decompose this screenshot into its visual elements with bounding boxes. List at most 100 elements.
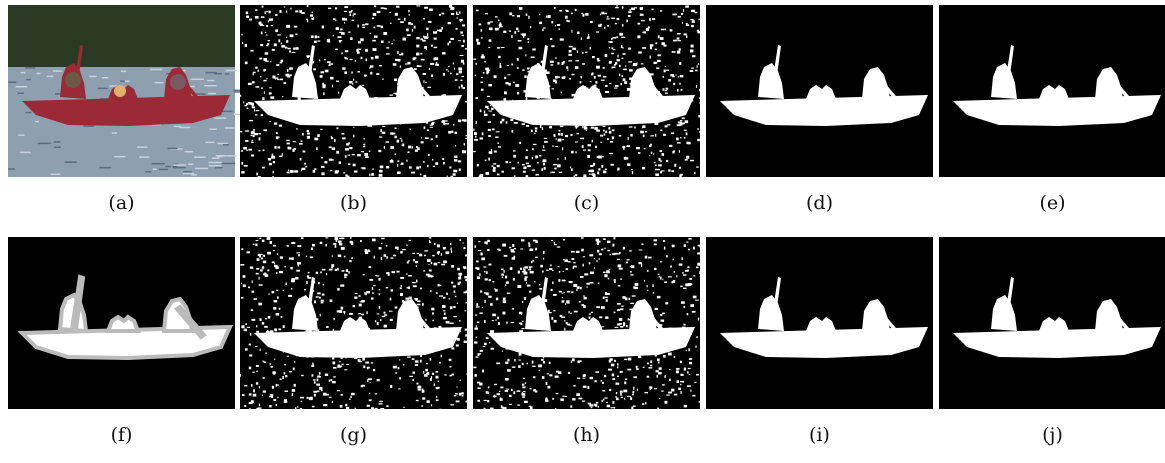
noise (388, 310, 393, 312)
noise (661, 384, 665, 386)
noise (426, 27, 429, 30)
noise (690, 389, 692, 392)
noise (344, 50, 349, 53)
noise (261, 266, 265, 269)
noise (488, 263, 492, 266)
noise (668, 276, 672, 278)
noise (315, 271, 319, 274)
noise (314, 40, 317, 43)
ripple (204, 84, 217, 87)
noise (433, 383, 435, 386)
noise (448, 5, 453, 8)
caption: (j) (1042, 424, 1063, 446)
noise (366, 366, 370, 369)
ripple (234, 91, 245, 93)
noise (593, 257, 595, 260)
noise (363, 143, 366, 146)
noise (568, 53, 573, 56)
noise (408, 275, 412, 277)
noise (568, 49, 572, 53)
noise (500, 268, 504, 271)
noise (390, 22, 392, 24)
noise (642, 366, 645, 368)
noise (623, 389, 628, 393)
noise (345, 269, 349, 273)
noise (463, 247, 466, 250)
noise (690, 304, 695, 307)
noise (476, 260, 479, 263)
noise (616, 366, 619, 369)
noise (661, 153, 665, 156)
noise (491, 320, 494, 322)
noise (420, 354, 423, 358)
noise (605, 316, 609, 319)
noise (465, 290, 469, 293)
noise (437, 386, 440, 389)
noise (527, 41, 529, 43)
noise (382, 125, 386, 128)
noise (368, 125, 372, 127)
noise (618, 134, 622, 137)
ripple (121, 70, 127, 73)
noise (275, 77, 279, 79)
noise (415, 399, 419, 402)
noise (272, 176, 274, 179)
noise (518, 46, 523, 50)
noise (513, 81, 515, 84)
noise (319, 386, 323, 390)
noise (339, 243, 343, 246)
panel (240, 5, 469, 179)
noise (255, 382, 259, 385)
noise (685, 132, 688, 136)
noise (662, 278, 664, 281)
noise (436, 29, 440, 32)
noise (511, 35, 513, 39)
noise (474, 74, 476, 77)
noise (606, 16, 609, 18)
noise (272, 161, 276, 164)
noise (560, 398, 564, 401)
noise (570, 312, 572, 314)
noise (572, 358, 575, 362)
noise (513, 391, 516, 395)
noise (395, 5, 400, 8)
noise (417, 147, 420, 151)
noise (607, 277, 610, 280)
noise (666, 159, 669, 163)
noise (657, 54, 661, 57)
noise (261, 166, 265, 169)
noise (246, 326, 251, 328)
noise (378, 136, 383, 138)
noise (481, 132, 484, 136)
noise (439, 361, 441, 364)
noise (567, 69, 569, 71)
noise (522, 386, 526, 389)
noise (268, 10, 271, 14)
noise (539, 288, 543, 290)
noise (348, 31, 351, 33)
noise (461, 44, 464, 47)
noise (420, 141, 424, 144)
noise (679, 380, 684, 383)
panel (8, 237, 235, 409)
noise (264, 11, 269, 13)
noise (480, 29, 483, 32)
noise (344, 148, 349, 151)
noise (535, 256, 538, 258)
person (65, 72, 81, 88)
noise (435, 135, 438, 138)
noise (590, 407, 593, 409)
noise (582, 263, 584, 267)
noise (330, 379, 333, 382)
noise (517, 285, 522, 288)
noise (626, 19, 628, 23)
noise (313, 68, 316, 71)
noise (623, 397, 626, 400)
noise (647, 26, 650, 29)
noise (421, 405, 423, 408)
noise (622, 53, 626, 55)
noise (391, 159, 393, 162)
noise (603, 133, 606, 136)
noise (518, 352, 522, 356)
noise (392, 63, 397, 66)
